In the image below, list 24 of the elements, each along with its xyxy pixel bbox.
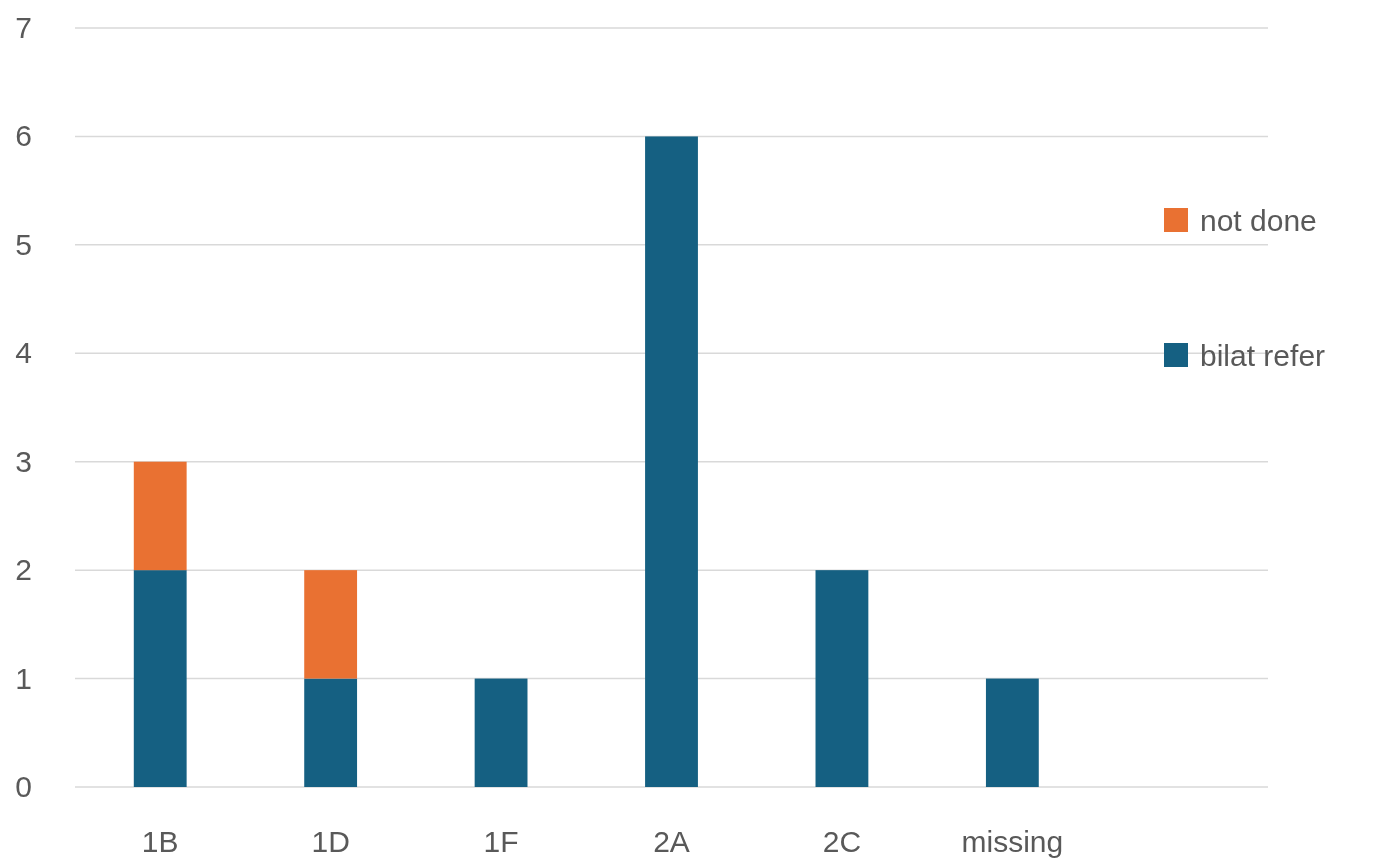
y-tick-label: 2 [15,553,32,587]
bar [304,570,358,679]
x-tick-label: 2C [822,825,862,858]
x-tick-label: 1D [311,825,350,858]
y-tick-label: 0 [15,770,32,803]
y-tick-label: 4 [15,336,32,370]
legend-label: not done [1200,204,1317,237]
y-tick-label: 3 [15,444,32,478]
x-tick-label: 2A [653,825,690,858]
y-tick-label: 7 [15,11,32,44]
bar [815,570,869,787]
bar [645,136,698,787]
y-tick-label: 5 [15,227,32,261]
bar [985,678,1039,787]
x-tick-label: 1B [141,825,179,858]
bar [133,570,187,787]
bar [304,678,358,787]
y-tick-label: 6 [15,119,32,153]
legend-label: bilat refer [1200,339,1326,372]
x-tick-label: missing [961,825,1064,858]
bar [474,678,528,787]
bar [133,461,187,571]
y-tick-label: 1 [15,661,32,695]
x-tick-label: 1F [483,825,519,858]
